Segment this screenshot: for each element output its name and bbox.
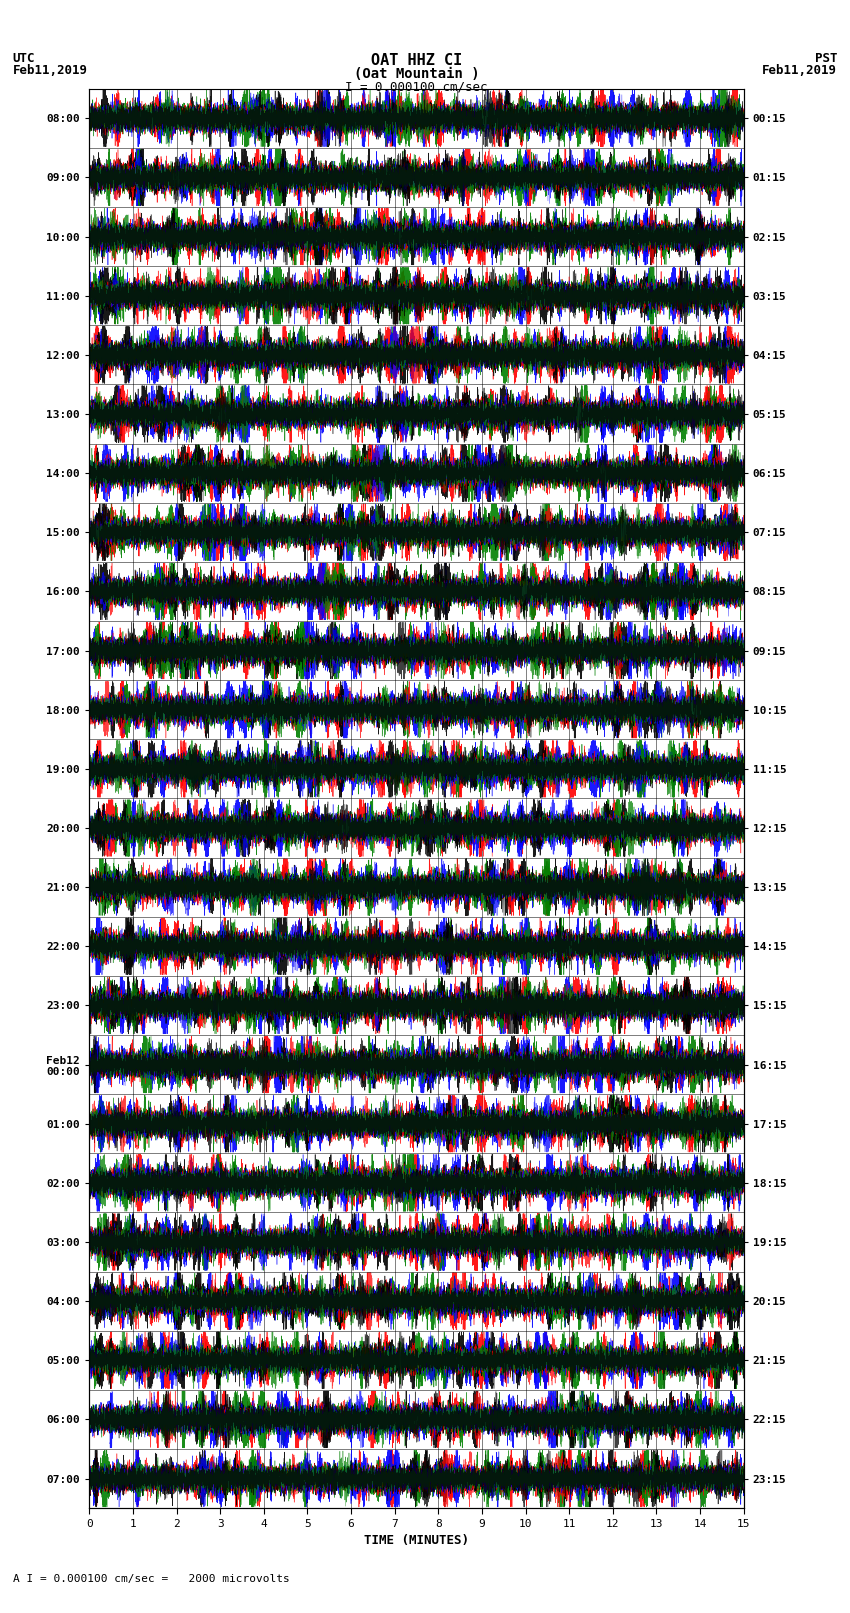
Text: OAT HHZ CI: OAT HHZ CI <box>371 53 462 68</box>
Text: Feb11,2019: Feb11,2019 <box>762 65 837 77</box>
X-axis label: TIME (MINUTES): TIME (MINUTES) <box>364 1534 469 1547</box>
Text: PST: PST <box>815 52 837 65</box>
Text: UTC: UTC <box>13 52 35 65</box>
Text: Feb11,2019: Feb11,2019 <box>13 65 88 77</box>
Text: A I = 0.000100 cm/sec =   2000 microvolts: A I = 0.000100 cm/sec = 2000 microvolts <box>13 1574 290 1584</box>
Text: I = 0.000100 cm/sec: I = 0.000100 cm/sec <box>345 81 488 94</box>
Text: (Oat Mountain ): (Oat Mountain ) <box>354 66 479 81</box>
